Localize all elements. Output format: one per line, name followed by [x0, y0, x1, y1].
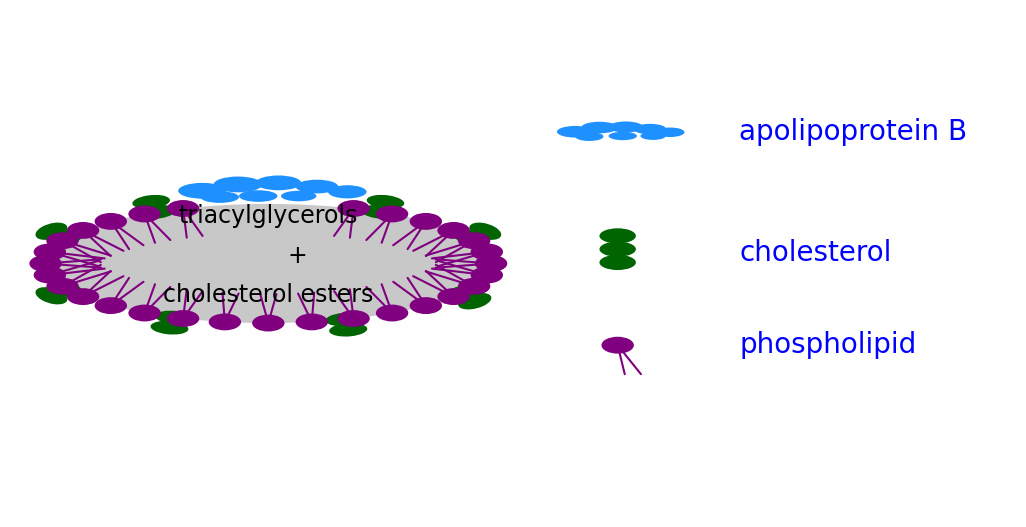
Circle shape — [338, 310, 369, 327]
Circle shape — [67, 222, 100, 239]
Circle shape — [167, 200, 199, 217]
Circle shape — [471, 243, 503, 260]
Ellipse shape — [329, 323, 367, 337]
Ellipse shape — [361, 205, 398, 219]
Ellipse shape — [469, 222, 501, 240]
Ellipse shape — [366, 195, 404, 209]
Circle shape — [252, 315, 284, 331]
Circle shape — [471, 267, 503, 284]
Ellipse shape — [155, 310, 193, 324]
Circle shape — [46, 232, 79, 249]
Ellipse shape — [599, 228, 636, 243]
Ellipse shape — [576, 132, 603, 141]
Ellipse shape — [45, 204, 491, 323]
Text: apolipoprotein B: apolipoprotein B — [739, 118, 968, 146]
Ellipse shape — [139, 205, 175, 219]
Ellipse shape — [657, 128, 684, 137]
Ellipse shape — [132, 195, 170, 209]
Ellipse shape — [557, 126, 593, 138]
Circle shape — [167, 310, 199, 327]
Circle shape — [128, 206, 161, 222]
Circle shape — [94, 297, 127, 314]
Ellipse shape — [599, 241, 636, 257]
Ellipse shape — [36, 222, 68, 240]
Ellipse shape — [458, 293, 491, 309]
Ellipse shape — [295, 180, 339, 193]
Circle shape — [475, 255, 507, 272]
Ellipse shape — [608, 132, 637, 140]
Ellipse shape — [328, 185, 366, 198]
Text: triacylglycerols
        +
cholesterol esters: triacylglycerols + cholesterol esters — [163, 204, 373, 307]
Circle shape — [34, 243, 66, 260]
Ellipse shape — [179, 183, 227, 199]
Ellipse shape — [50, 280, 82, 297]
Circle shape — [338, 200, 369, 217]
Ellipse shape — [581, 122, 618, 133]
Circle shape — [601, 337, 634, 354]
Circle shape — [437, 288, 470, 305]
Circle shape — [208, 314, 241, 330]
Circle shape — [458, 232, 490, 249]
Circle shape — [409, 297, 442, 314]
Text: cholesterol: cholesterol — [739, 239, 892, 267]
Ellipse shape — [213, 177, 263, 192]
Circle shape — [458, 278, 490, 295]
Ellipse shape — [151, 321, 189, 335]
Circle shape — [376, 206, 408, 222]
Ellipse shape — [325, 313, 363, 326]
Ellipse shape — [599, 255, 636, 270]
Circle shape — [67, 288, 100, 305]
Ellipse shape — [455, 230, 486, 247]
Ellipse shape — [255, 175, 302, 190]
Ellipse shape — [239, 190, 277, 202]
Circle shape — [30, 255, 62, 272]
Circle shape — [34, 267, 66, 284]
Text: phospholipid: phospholipid — [739, 331, 916, 359]
Ellipse shape — [50, 230, 82, 247]
Circle shape — [437, 222, 470, 239]
Ellipse shape — [444, 285, 478, 301]
Circle shape — [128, 305, 161, 321]
Circle shape — [94, 213, 127, 230]
Ellipse shape — [608, 122, 643, 133]
Ellipse shape — [634, 124, 666, 134]
Ellipse shape — [200, 191, 239, 203]
Ellipse shape — [36, 287, 68, 305]
Circle shape — [376, 305, 408, 321]
Ellipse shape — [640, 132, 666, 140]
Circle shape — [409, 213, 442, 230]
Ellipse shape — [281, 191, 316, 201]
Circle shape — [295, 314, 328, 330]
Circle shape — [46, 278, 79, 295]
